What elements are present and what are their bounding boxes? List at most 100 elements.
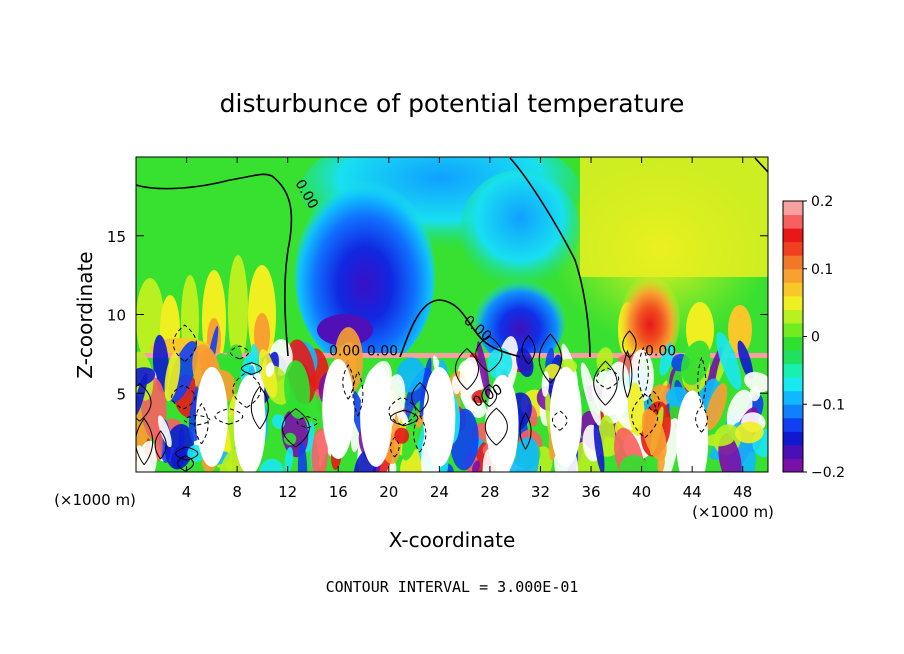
lower-contour bbox=[136, 417, 154, 466]
turbulence-blob bbox=[593, 422, 605, 472]
turbulence-blob bbox=[164, 351, 181, 402]
x-tick-label: 4 bbox=[182, 483, 192, 501]
zero-contours bbox=[136, 157, 768, 358]
turbulence-blob bbox=[136, 373, 148, 417]
white-column bbox=[322, 359, 355, 459]
turbulence-blob bbox=[419, 357, 432, 418]
colorbar-swatch bbox=[783, 404, 803, 419]
x-tick-label: 12 bbox=[278, 483, 297, 501]
turbulence-blob bbox=[681, 340, 711, 385]
turbulence-blob bbox=[259, 458, 284, 472]
x-tick-label: 32 bbox=[531, 483, 550, 501]
lower-contour bbox=[230, 345, 250, 360]
contour-interval-label: CONTOUR INTERVAL = 3.000E-01 bbox=[326, 578, 579, 596]
lower-contour bbox=[250, 385, 269, 430]
colorbar-swatch bbox=[783, 431, 803, 446]
lower-contour bbox=[136, 382, 152, 422]
contour-label: 0.00 bbox=[645, 343, 676, 359]
turbulence-blob bbox=[284, 446, 294, 472]
colorbar-swatch bbox=[783, 458, 803, 473]
colorbar-swatch bbox=[783, 241, 803, 256]
turbulence-blob bbox=[541, 370, 550, 397]
turbulence-blob bbox=[284, 360, 310, 419]
x-tick-label: 20 bbox=[379, 483, 398, 501]
colorbar-swatch bbox=[783, 201, 803, 216]
colorbar-swatch bbox=[783, 336, 803, 351]
y-tick-label: 10 bbox=[107, 307, 126, 325]
y-tick-label: 15 bbox=[107, 228, 126, 246]
lower-contour bbox=[183, 414, 211, 426]
turbulence-blob bbox=[487, 347, 513, 380]
lower-contour bbox=[232, 371, 262, 408]
lower-contour bbox=[475, 335, 503, 373]
lower-contour bbox=[241, 362, 263, 375]
y-tick-label: 5 bbox=[116, 385, 126, 403]
white-column bbox=[195, 366, 228, 467]
colorbar-tick-label: 0 bbox=[811, 330, 820, 346]
x-unit-right: (×1000 m) bbox=[692, 503, 774, 521]
turbulence-blob bbox=[705, 383, 728, 431]
turbulence-blob bbox=[394, 427, 410, 444]
colorbar-swatch bbox=[783, 350, 803, 365]
turbulence-blob bbox=[659, 342, 674, 376]
turbulence-blob bbox=[228, 393, 239, 420]
turbulence-blob bbox=[627, 382, 645, 437]
x-tick-label: 8 bbox=[232, 483, 242, 501]
lower-contour bbox=[538, 333, 562, 384]
colorbar-swatch bbox=[783, 268, 803, 283]
lower-boundary-layer bbox=[136, 324, 768, 472]
lower-contour bbox=[352, 370, 364, 417]
x-axis: 4 8 12 16 20 24 28 32 36 40 44 48 bbox=[182, 157, 752, 501]
colorbar-swatch bbox=[783, 377, 803, 392]
turbulence-blob bbox=[718, 434, 742, 472]
contour-label: 0.00 bbox=[367, 343, 398, 359]
turbulence-blob bbox=[476, 341, 490, 399]
colorbar-swatch bbox=[783, 295, 803, 310]
colorbar-swatch bbox=[783, 214, 803, 229]
x-tick-label: 44 bbox=[683, 483, 702, 501]
turbulence-blob bbox=[516, 347, 534, 378]
white-column bbox=[423, 366, 456, 467]
turbulence-blob bbox=[297, 442, 308, 472]
turbulence-blob bbox=[716, 331, 742, 391]
lower-contour bbox=[637, 346, 649, 398]
turbulence-blob bbox=[164, 424, 194, 470]
turbulence-blob bbox=[619, 454, 649, 472]
colorbar-tick-label: −0.1 bbox=[811, 397, 845, 413]
turbulence-blob bbox=[283, 432, 297, 446]
lower-contour bbox=[176, 455, 194, 472]
cold-top-right bbox=[460, 170, 580, 290]
colorbar-tick-label: −0.2 bbox=[811, 465, 845, 481]
x-tick-label: 48 bbox=[733, 483, 752, 501]
lower-contour bbox=[593, 360, 618, 406]
lower-contour bbox=[281, 408, 310, 448]
colorbar-swatch bbox=[783, 322, 803, 337]
lower-contour bbox=[622, 349, 633, 398]
colorbar-swatch bbox=[783, 282, 803, 297]
warm-cell bbox=[620, 275, 680, 365]
turbulence-blob bbox=[703, 433, 734, 447]
turbulence-blob bbox=[451, 375, 461, 395]
turbulence-blob bbox=[265, 362, 275, 377]
warm-right bbox=[550, 157, 768, 358]
colorbar-tick-label: 0.1 bbox=[811, 262, 833, 278]
lower-contour bbox=[595, 367, 620, 390]
lower-contour bbox=[389, 436, 400, 458]
turbulence-blob bbox=[641, 408, 667, 461]
chart-title: disturbunce of potential temperature bbox=[220, 89, 685, 118]
x-tick-label: 16 bbox=[329, 483, 348, 501]
lower-contour bbox=[389, 409, 419, 427]
x-tick-label: 24 bbox=[430, 483, 449, 501]
lower-contour bbox=[481, 383, 498, 407]
lower-contour bbox=[647, 390, 660, 413]
colorbar-swatch bbox=[783, 255, 803, 270]
colorbar-swatch bbox=[783, 228, 803, 243]
turbulence-blob bbox=[272, 414, 286, 430]
x-axis-label: X-coordinate bbox=[389, 528, 516, 552]
x-tick-label: 36 bbox=[581, 483, 600, 501]
y-axis: 5 10 15 bbox=[107, 228, 768, 403]
lower-contour bbox=[695, 405, 708, 433]
lower-contour bbox=[484, 407, 508, 446]
lower-contour bbox=[172, 324, 197, 362]
